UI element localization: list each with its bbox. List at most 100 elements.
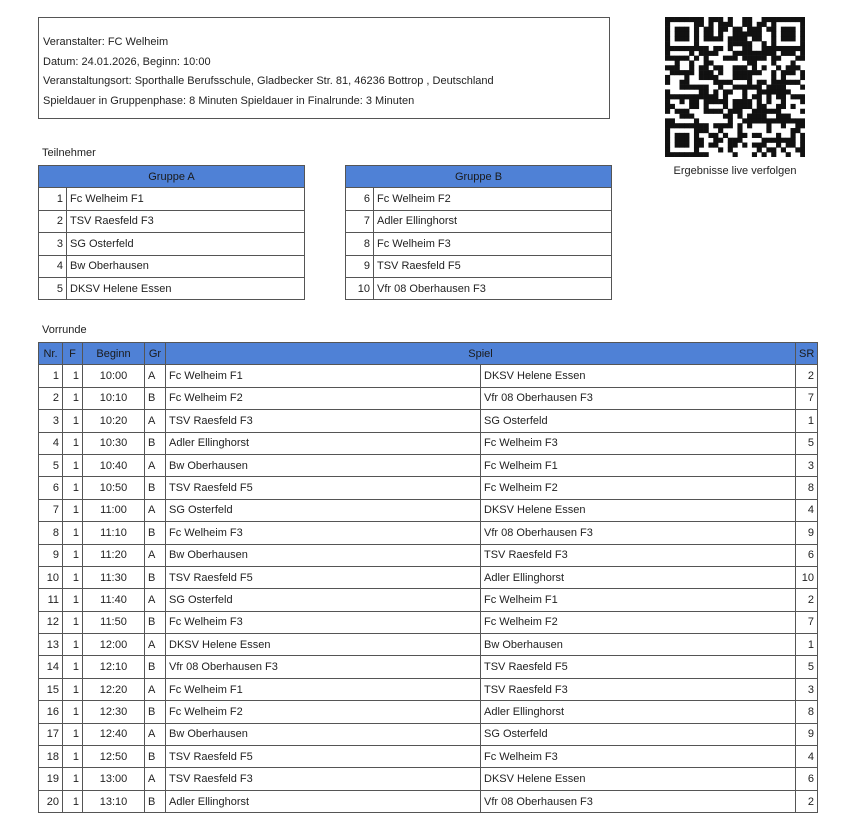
field: 1 bbox=[62, 722, 83, 747]
qr-module bbox=[737, 123, 743, 129]
qr-module bbox=[747, 55, 753, 61]
team-row: 1 Fc Welheim F1 bbox=[38, 187, 305, 211]
qr-module bbox=[751, 31, 758, 37]
qr-module bbox=[795, 128, 801, 134]
match-row: 14 1 12:10 B Vfr 08 Oberhausen F3 TSV Raesfel… bbox=[38, 655, 818, 679]
match-row: 4 1 10:30 B Adler Ellinghorst Fc Welheim F3 5 bbox=[38, 431, 818, 455]
qr-module bbox=[703, 108, 709, 114]
team-name: DKSV Helene Essen bbox=[66, 276, 305, 301]
qr-module bbox=[703, 65, 709, 71]
qr-module bbox=[693, 147, 700, 153]
start-time: 11:50 bbox=[82, 610, 145, 635]
qr-module bbox=[679, 123, 685, 129]
qr-module bbox=[718, 123, 724, 129]
qr-module bbox=[665, 17, 671, 23]
qr-module bbox=[703, 128, 709, 134]
qr-module bbox=[732, 65, 738, 71]
qr-module bbox=[698, 70, 704, 76]
qr-module bbox=[679, 26, 685, 32]
qr-module bbox=[756, 55, 762, 61]
qr-module bbox=[737, 31, 743, 37]
group: A bbox=[144, 409, 166, 433]
qr-module bbox=[665, 103, 671, 110]
qr-module bbox=[761, 79, 767, 85]
qr-module bbox=[800, 36, 805, 42]
away-team: Vfr 08 Oberhausen F3 bbox=[480, 386, 796, 411]
qr-module bbox=[669, 45, 675, 52]
qr-module bbox=[751, 26, 758, 32]
qr-module bbox=[742, 132, 748, 138]
qr-module bbox=[756, 79, 762, 85]
away-team: Adler Ellinghorst bbox=[480, 565, 796, 590]
match-number: 16 bbox=[38, 700, 63, 724]
qr-module bbox=[771, 79, 777, 85]
qr-module bbox=[756, 99, 762, 105]
qr-module bbox=[703, 55, 709, 61]
header-row: Gruppe B bbox=[345, 164, 612, 189]
qr-module bbox=[737, 50, 743, 56]
field: 1 bbox=[62, 498, 83, 523]
qr-module bbox=[771, 36, 777, 42]
group: A bbox=[144, 453, 166, 478]
group: A bbox=[144, 677, 166, 702]
qr-module bbox=[742, 45, 748, 52]
qr-module bbox=[684, 55, 690, 61]
qr-module bbox=[761, 118, 767, 124]
qr-module bbox=[771, 55, 777, 61]
qr-module bbox=[747, 21, 753, 27]
qr-module bbox=[727, 108, 733, 114]
away-team: Fc Welheim F1 bbox=[480, 453, 796, 478]
referee: 4 bbox=[795, 745, 818, 769]
qr-module bbox=[737, 65, 743, 71]
qr-module bbox=[689, 123, 695, 129]
qr-module bbox=[665, 50, 671, 56]
team-name: Fc Welheim F3 bbox=[373, 232, 612, 256]
qr-module bbox=[756, 132, 762, 138]
qr-module bbox=[800, 108, 805, 114]
qr-module bbox=[665, 31, 671, 37]
home-team: Fc Welheim F3 bbox=[165, 521, 481, 545]
group-table: Gruppe B 6 Fc Welheim F2 7 Adler Ellinghorst… bbox=[345, 164, 612, 301]
field: 1 bbox=[62, 386, 83, 411]
qr-module bbox=[708, 74, 714, 81]
qr-module bbox=[669, 103, 675, 110]
header-cell: F bbox=[62, 341, 83, 366]
qr-module bbox=[703, 50, 709, 56]
field: 1 bbox=[62, 789, 83, 814]
qr-module bbox=[751, 108, 758, 114]
qr-module bbox=[732, 55, 738, 61]
qr-module bbox=[689, 84, 695, 90]
qr-module bbox=[790, 36, 796, 42]
qr-module bbox=[693, 45, 700, 52]
qr-module bbox=[727, 41, 733, 47]
qr-module bbox=[800, 31, 805, 37]
match-number: 10 bbox=[38, 565, 63, 590]
qr-module bbox=[776, 113, 782, 119]
qr-module bbox=[761, 152, 767, 157]
qr-module bbox=[665, 118, 671, 124]
qr-module bbox=[684, 132, 690, 138]
qr-module bbox=[800, 99, 805, 105]
qr-module bbox=[689, 65, 695, 71]
qr-module bbox=[780, 45, 786, 52]
qr-module bbox=[732, 137, 738, 143]
qr-module bbox=[780, 147, 786, 153]
qr-module bbox=[771, 152, 777, 157]
start-time: 11:10 bbox=[82, 521, 145, 545]
qr-module bbox=[756, 147, 762, 153]
qr-module bbox=[785, 137, 791, 143]
qr-module bbox=[742, 70, 748, 76]
info-line: Veranstaltungsort: Sporthalle Berufsschu… bbox=[43, 75, 494, 88]
qr-module bbox=[674, 55, 680, 61]
qr-module bbox=[727, 123, 733, 129]
qr-module bbox=[722, 99, 729, 105]
match-row: 13 1 12:00 A DKSV Helene Essen Bw Oberhausen 1 bbox=[38, 633, 818, 657]
qr-module bbox=[693, 99, 700, 105]
qr-module bbox=[693, 21, 700, 27]
qr-module bbox=[684, 70, 690, 76]
qr-module bbox=[785, 118, 791, 124]
qr-module bbox=[742, 99, 748, 105]
qr-module bbox=[679, 79, 685, 85]
qr-module bbox=[718, 36, 724, 42]
away-team: Vfr 08 Oberhausen F3 bbox=[480, 789, 796, 814]
